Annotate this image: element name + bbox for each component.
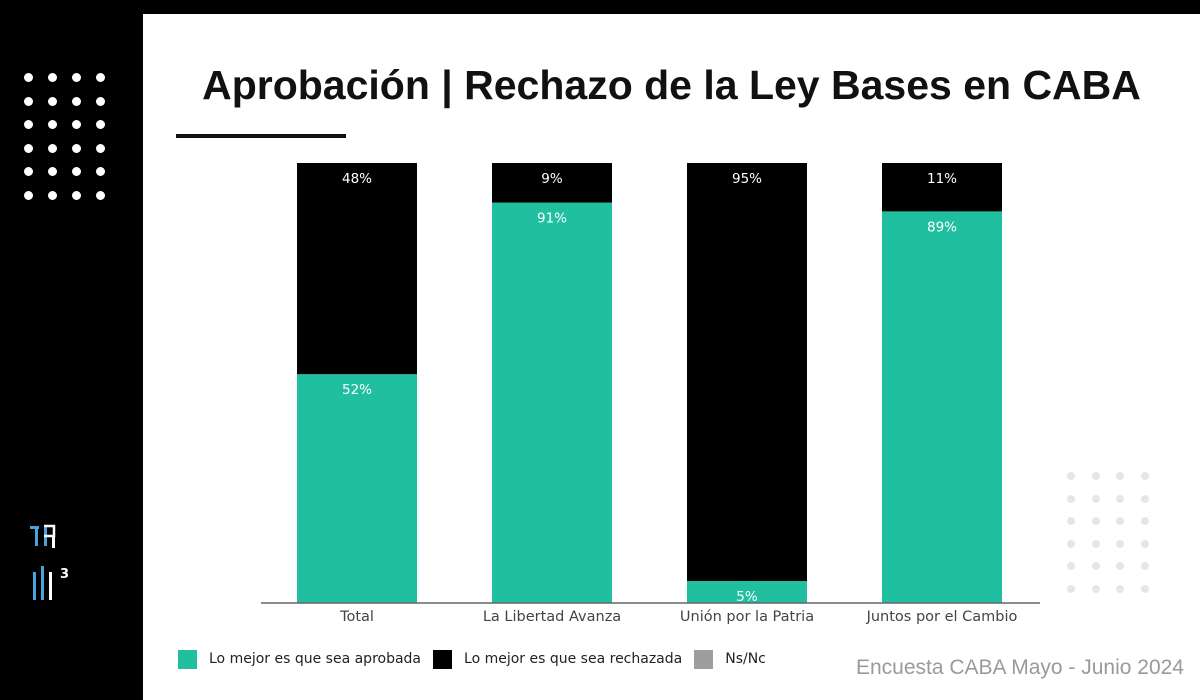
- legend-item-approved: Lo mejor es que sea aprobada: [178, 649, 422, 669]
- decorative-dot: [1067, 472, 1075, 480]
- x-tick-label: Juntos por el Cambio: [866, 609, 1018, 625]
- bar-value-label: 52%: [342, 382, 372, 398]
- decorative-dot: [72, 73, 81, 82]
- legend-swatch-approved: [178, 649, 197, 669]
- x-tick-label: Total: [339, 609, 374, 625]
- x-tick-label: Unión por la Patria: [680, 609, 814, 625]
- decorative-dot: [1067, 517, 1075, 526]
- legend: Lo mejor es que sea aprobada Lo mejor es…: [178, 648, 778, 670]
- decorative-dot: [1091, 517, 1100, 526]
- brand-logo-mark: 3: [30, 524, 69, 600]
- decorative-dot: [1116, 539, 1124, 548]
- decorative-dot: [1067, 539, 1075, 548]
- title-underline: [176, 134, 346, 138]
- decorative-dot: [24, 167, 33, 176]
- legend-item-nsnc: Ns/Nc: [694, 649, 766, 669]
- decorative-dot: [96, 120, 105, 129]
- decorative-dot: [1140, 562, 1149, 571]
- decorative-dot: [1116, 494, 1124, 503]
- source-note: Encuesta CABA Mayo - Junio 2024: [855, 656, 1184, 679]
- bar-value-label: 48%: [342, 171, 372, 187]
- decorative-dot: [72, 120, 81, 129]
- bar-value-label: 5%: [736, 589, 758, 605]
- decorative-dot: [72, 143, 81, 153]
- decorative-dot: [24, 73, 33, 82]
- decorative-dot: [96, 73, 105, 82]
- bar-segment: [297, 163, 417, 375]
- bar-value-label: 91%: [537, 211, 567, 227]
- decorative-dot: [1091, 539, 1100, 548]
- decorative-dot: [1091, 584, 1100, 593]
- decorative-dot: [1116, 472, 1124, 480]
- legend-label-nsnc: Ns/Nc: [725, 651, 766, 667]
- chart-title: Aprobación | Rechazo de la Ley Bases en …: [202, 62, 1141, 108]
- decorative-dot-grid-right: [1067, 472, 1165, 608]
- decorative-dot: [96, 96, 105, 106]
- svg-text:3: 3: [60, 567, 69, 582]
- x-tick-label: La Libertad Avanza: [483, 609, 621, 625]
- decorative-dot: [1116, 517, 1124, 526]
- bar-value-label: 9%: [541, 171, 563, 187]
- legend-item-rejected: Lo mejor es que sea rechazada: [433, 649, 683, 669]
- decorative-dot: [1140, 584, 1149, 593]
- bar-segment: [492, 163, 612, 203]
- bar-segment: [687, 581, 807, 603]
- legend-label-approved: Lo mejor es que sea aprobada: [209, 651, 422, 667]
- decorative-dot: [24, 143, 33, 153]
- decorative-dot: [1116, 562, 1124, 571]
- bar-value-label: 95%: [732, 171, 762, 187]
- decorative-dot: [48, 120, 57, 129]
- bar-segment: [882, 211, 1002, 603]
- decorative-dot: [1140, 472, 1149, 480]
- bar-segment: [882, 163, 1002, 212]
- decorative-dot: [1067, 562, 1075, 571]
- bar-value-label: 11%: [927, 171, 957, 187]
- decorative-dot: [72, 96, 81, 106]
- decorative-dot: [96, 167, 105, 176]
- decorative-dot: [1067, 494, 1075, 503]
- decorative-dot: [48, 96, 57, 106]
- legend-label-rejected: Lo mejor es que sea rechazada: [464, 651, 683, 667]
- decorative-dot: [96, 190, 105, 200]
- bar-segment: [492, 202, 612, 603]
- decorative-dot: [72, 190, 81, 200]
- decorative-dot: [1140, 539, 1149, 548]
- brand-logo: 3: [30, 520, 80, 650]
- decorative-dot: [1091, 472, 1100, 480]
- decorative-dot: [48, 167, 57, 176]
- decorative-dot: [24, 190, 33, 200]
- decorative-dot: [1116, 584, 1124, 593]
- decorative-dot: [48, 73, 57, 82]
- bar-value-label: 89%: [927, 219, 957, 235]
- decorative-dot: [1067, 584, 1075, 593]
- legend-swatch-rejected: [433, 649, 453, 669]
- decorative-dot: [24, 120, 33, 129]
- decorative-dot: [24, 96, 33, 106]
- decorative-dot: [1140, 494, 1149, 503]
- decorative-dot: [1091, 562, 1100, 571]
- decorative-dot: [96, 143, 105, 153]
- legend-swatch-nsnc: [694, 649, 714, 669]
- decorative-dot-grid-left: [24, 73, 120, 214]
- bar-segment: [687, 163, 807, 581]
- decorative-dot: [72, 167, 81, 176]
- decorative-dot: [1091, 494, 1100, 503]
- decorative-dot: [1140, 517, 1149, 526]
- bar-segment: [297, 374, 417, 603]
- decorative-dot: [48, 143, 57, 153]
- decorative-dot: [48, 190, 57, 200]
